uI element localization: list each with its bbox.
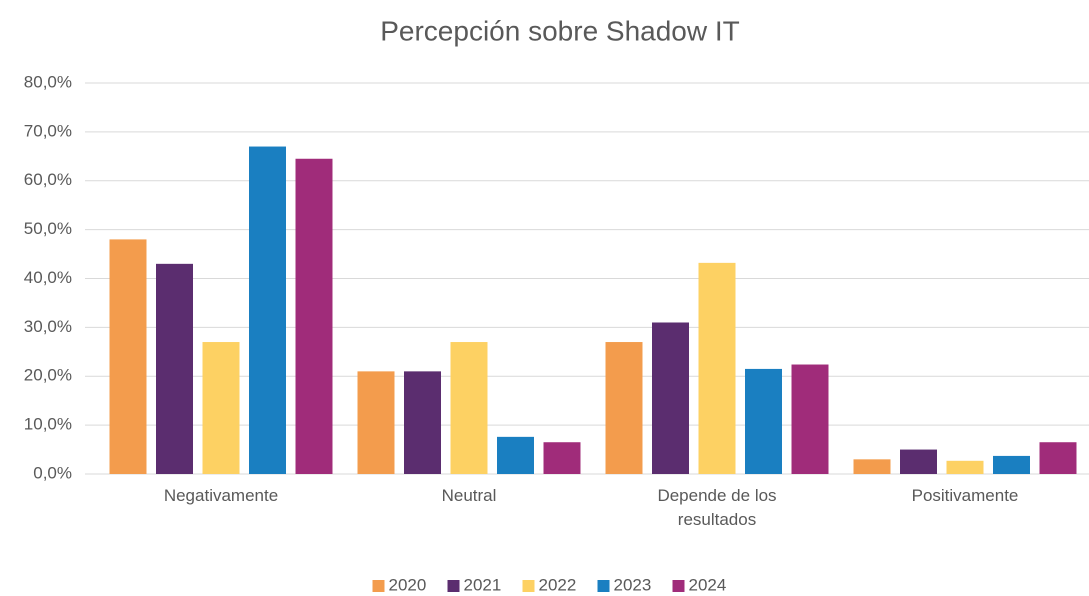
legend-swatch <box>372 580 385 592</box>
legend-swatch <box>447 580 460 592</box>
y-tick-label: 0,0% <box>33 463 72 482</box>
y-tick-label: 80,0% <box>24 72 72 91</box>
y-tick-label: 60,0% <box>24 170 72 189</box>
bar <box>404 371 441 474</box>
chart-title: Percepción sobre Shadow IT <box>380 15 740 46</box>
x-tick-label: Negativamente <box>163 486 279 505</box>
bar <box>791 364 829 474</box>
legend-label: 2024 <box>689 575 727 594</box>
bar <box>745 368 782 474</box>
bar <box>295 158 333 474</box>
bar <box>543 442 581 474</box>
legend-label: 2020 <box>389 575 427 594</box>
x-tick-label: Positivamente <box>911 486 1019 505</box>
legend-swatch <box>597 580 610 592</box>
bar <box>1039 442 1077 474</box>
y-tick-label: 10,0% <box>24 415 72 434</box>
bar <box>497 436 534 474</box>
y-tick-label: 50,0% <box>24 219 72 238</box>
legend-swatch <box>522 580 535 592</box>
bar <box>605 342 643 474</box>
bar <box>202 342 240 474</box>
x-tick-label: Depende de los resultados <box>657 486 777 529</box>
bar <box>853 459 891 474</box>
legend-label: 2023 <box>614 575 652 594</box>
x-tick-label: Neutral <box>441 486 497 505</box>
legend-label: 2021 <box>464 575 502 594</box>
bar <box>156 263 193 474</box>
y-tick-label: 40,0% <box>24 268 72 287</box>
bar <box>450 342 488 474</box>
y-tick-label: 20,0% <box>24 366 72 385</box>
bar <box>900 449 937 474</box>
legend-label: 2022 <box>539 575 577 594</box>
y-tick-label: 70,0% <box>24 121 72 140</box>
bar <box>249 146 286 474</box>
bar <box>109 239 147 474</box>
bar <box>357 371 395 474</box>
bar <box>946 460 984 474</box>
y-tick-label: 30,0% <box>24 317 72 336</box>
bar <box>698 262 736 474</box>
bar <box>652 322 689 474</box>
bar <box>993 455 1030 474</box>
legend-swatch <box>672 580 685 592</box>
